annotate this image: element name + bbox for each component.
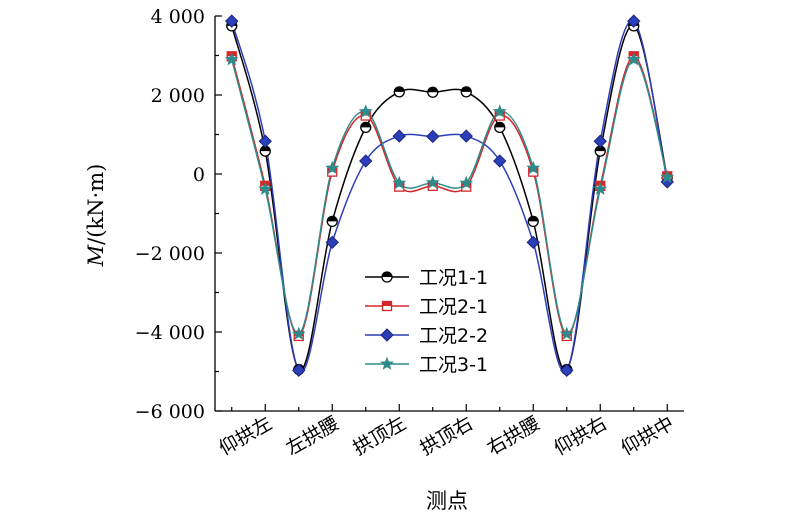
y-tick-label: 2 000 xyxy=(151,85,205,107)
y-tick-label: −2 000 xyxy=(135,243,205,265)
data-point xyxy=(526,235,540,250)
data-point xyxy=(258,181,273,195)
marker-half-fill xyxy=(595,146,606,152)
data-point xyxy=(425,175,440,189)
data-point xyxy=(560,363,574,378)
plot-markers xyxy=(224,14,675,378)
marker-half-fill xyxy=(327,216,338,222)
series-markers xyxy=(226,20,673,376)
data-point xyxy=(627,14,641,28)
y-tick-label: 4 000 xyxy=(151,6,205,28)
data-point xyxy=(426,129,440,144)
legend-item: 工况2-1 xyxy=(365,296,488,318)
x-category-label: 仰拱左 xyxy=(215,412,275,460)
data-point xyxy=(392,129,406,143)
data-point xyxy=(527,215,539,228)
legend: 工况1-1 工况2-1 工况2-2 工况3-1 xyxy=(365,267,488,376)
data-point xyxy=(594,145,606,157)
data-point xyxy=(459,129,473,143)
x-axis-title: 测点 xyxy=(426,489,468,513)
data-point xyxy=(359,154,373,168)
y-tick-label: −4 000 xyxy=(135,322,205,344)
marker-half-fill xyxy=(528,216,539,222)
series-line xyxy=(231,25,668,371)
legend-label: 工况1-1 xyxy=(419,267,488,289)
data-point xyxy=(427,86,439,98)
data-point xyxy=(325,160,340,174)
x-category-label: 仰拱中 xyxy=(617,412,677,460)
marker-half-fill xyxy=(360,122,371,128)
data-point xyxy=(593,181,608,195)
legend-item: 工况1-1 xyxy=(365,267,488,289)
legend-marker xyxy=(380,328,394,342)
legend-label: 工况2-2 xyxy=(419,325,488,347)
series-line xyxy=(231,20,668,373)
data-point xyxy=(559,326,574,340)
series-markers xyxy=(225,14,674,378)
data-point xyxy=(492,104,507,118)
data-point xyxy=(393,86,405,98)
data-point xyxy=(360,121,372,134)
data-point xyxy=(259,145,271,157)
series-markers xyxy=(224,52,675,340)
y-axis: −6 000 −4 000 −2 000 0 2 000 4 000 xyxy=(135,6,222,423)
data-point xyxy=(325,235,339,250)
data-point xyxy=(392,175,407,190)
data-point xyxy=(493,154,507,168)
data-point xyxy=(358,104,373,118)
y-axis-title: M/(kN·m) xyxy=(84,164,108,268)
x-category-label: 右拱腰 xyxy=(483,412,543,460)
y-tick-label: −6 000 xyxy=(135,401,205,423)
legend-label: 工况2-1 xyxy=(419,296,488,318)
series-line xyxy=(231,58,668,335)
data-point xyxy=(593,134,607,148)
legend-marker xyxy=(381,300,393,312)
data-point xyxy=(626,52,641,66)
legend-marker xyxy=(381,271,393,283)
data-point xyxy=(494,121,506,134)
data-point xyxy=(660,169,675,184)
legend-item: 工况2-2 xyxy=(365,325,488,347)
legend-item: 工况3-1 xyxy=(365,354,488,376)
legend-marker xyxy=(380,356,394,370)
x-category-label: 左拱腰 xyxy=(282,412,342,460)
marker-half-fill xyxy=(427,87,438,93)
marker-half-fill xyxy=(382,272,392,277)
data-point xyxy=(225,14,239,28)
x-category-label: 拱顶右 xyxy=(416,412,476,460)
data-point xyxy=(292,363,306,378)
legend-label: 工况3-1 xyxy=(419,354,488,376)
marker-half-fill xyxy=(461,86,472,92)
x-category-label: 拱顶左 xyxy=(349,412,409,460)
x-axis: 仰拱左 左拱腰 拱顶左 拱顶右 右拱腰 仰拱右 仰拱中 xyxy=(215,404,684,460)
y-axis-title-unit: /(kN·m) xyxy=(84,164,108,245)
data-point xyxy=(258,134,272,148)
y-axis-title-var: M xyxy=(84,244,108,267)
marker-half-fill xyxy=(260,146,271,152)
marker-half-fill xyxy=(494,122,505,128)
plot-lines xyxy=(231,20,668,373)
y-tick-label: 0 xyxy=(193,164,205,186)
series-line xyxy=(231,55,668,337)
data-point xyxy=(291,326,306,340)
data-point xyxy=(326,215,338,228)
x-category-label: 仰拱右 xyxy=(550,412,610,460)
data-point xyxy=(526,160,541,174)
marker-half-fill xyxy=(394,86,405,92)
data-point xyxy=(460,86,472,98)
marker-half-fill xyxy=(382,301,392,306)
data-point xyxy=(459,175,474,190)
data-point xyxy=(224,52,239,66)
